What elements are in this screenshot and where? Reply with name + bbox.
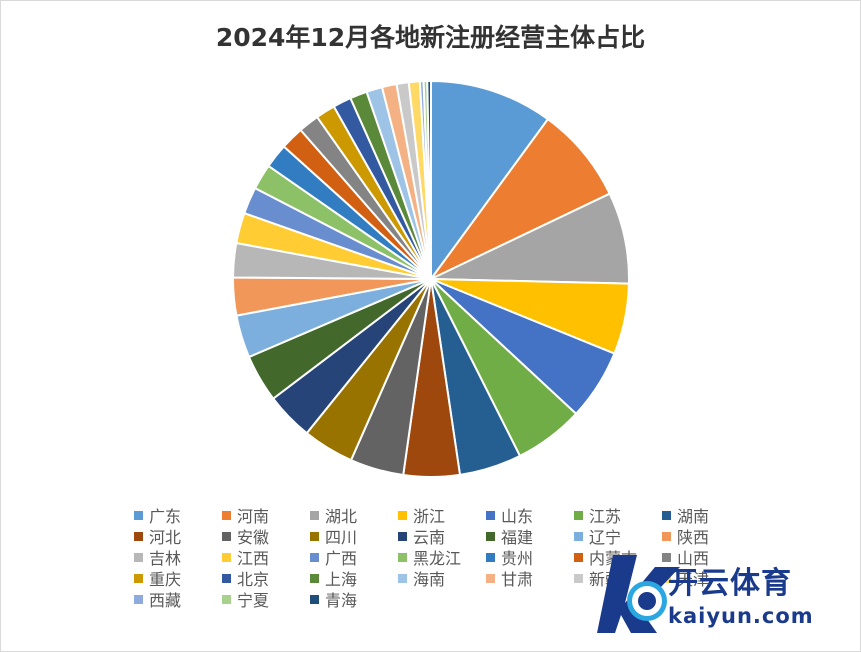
legend-swatch [398, 573, 407, 583]
legend-swatch [574, 510, 583, 520]
legend-swatch [574, 531, 583, 541]
watermark-brand: 开云体育 [668, 566, 792, 601]
legend-swatch [310, 573, 319, 583]
legend-label: 黑龙江 [413, 549, 462, 568]
legend-item: 青海 [310, 589, 358, 610]
legend-swatch [222, 552, 231, 562]
legend-swatch [574, 552, 583, 562]
legend-label: 云南 [413, 528, 446, 547]
legend-label: 四川 [325, 528, 358, 547]
legend-swatch [310, 531, 319, 541]
legend-swatch [662, 531, 671, 541]
legend-label: 辽宁 [589, 528, 622, 547]
legend-swatch [310, 552, 319, 562]
legend-label: 海南 [413, 570, 446, 589]
legend-label: 江西 [237, 549, 270, 568]
pie-slice-31 [426, 79, 432, 280]
legend-item: 上海 [310, 568, 358, 589]
pie-slice-1 [430, 79, 550, 283]
legend-item: 海南 [398, 568, 446, 589]
legend-item: 安徽 [222, 526, 270, 547]
legend-swatch [134, 573, 143, 583]
legend-item: 浙江 [398, 505, 446, 526]
legend-item: 宁夏 [222, 589, 270, 610]
legend-item: 重庆 [134, 568, 182, 589]
legend-swatch [398, 552, 407, 562]
legend-swatch [398, 531, 407, 541]
legend-item: 江苏 [574, 505, 622, 526]
legend-label: 河南 [237, 507, 270, 526]
legend-label: 广东 [149, 507, 182, 526]
legend-item: 山东 [486, 505, 534, 526]
legend-label: 山东 [501, 507, 534, 526]
legend-item: 贵州 [486, 547, 534, 568]
legend-swatch [486, 552, 495, 562]
brand-logo-icon [597, 555, 680, 633]
legend-label: 山西 [677, 549, 710, 568]
legend-label: 贵州 [501, 549, 534, 568]
legend-swatch [662, 510, 671, 520]
legend-swatch [486, 573, 495, 583]
legend-item: 湖南 [662, 505, 710, 526]
legend-label: 安徽 [237, 528, 270, 547]
legend-label: 福建 [501, 528, 534, 547]
legend-swatch [486, 531, 495, 541]
legend-label: 江苏 [589, 507, 622, 526]
legend-item: 江西 [222, 547, 270, 568]
legend-swatch [222, 531, 231, 541]
legend-swatch [134, 510, 143, 520]
pie-slice-2 [430, 117, 612, 280]
legend-label: 青海 [325, 591, 358, 610]
legend-item: 湖北 [310, 505, 358, 526]
legend-item: 山西 [662, 547, 710, 568]
legend-swatch [222, 573, 231, 583]
legend-item: 广东 [134, 505, 182, 526]
legend-label: 河北 [149, 528, 182, 547]
legend-label: 重庆 [149, 570, 182, 589]
legend-item: 广西 [310, 547, 358, 568]
legend-label: 湖北 [325, 507, 358, 526]
legend-label: 浙江 [413, 507, 446, 526]
chart-title: 2024年12月各地新注册经营主体占比 [215, 23, 646, 52]
legend-label: 广西 [325, 549, 358, 568]
legend-swatch [134, 594, 143, 604]
legend-swatch [134, 552, 143, 562]
legend-item: 福建 [486, 526, 534, 547]
legend-swatch [574, 573, 583, 583]
legend-label: 天津 [677, 570, 710, 589]
legend-label: 湖南 [677, 507, 710, 526]
legend-label: 宁夏 [237, 591, 270, 610]
legend-label: 西藏 [149, 591, 182, 610]
legend-label: 北京 [237, 570, 270, 589]
legend-item: 辽宁 [574, 526, 622, 547]
legend-item: 黑龙江 [398, 547, 462, 568]
legend-item: 甘肃 [486, 568, 534, 589]
legend-label: 甘肃 [501, 570, 534, 589]
legend-label: 吉林 [149, 549, 182, 568]
legend-item: 陕西 [662, 526, 710, 547]
watermark-url: kaiyun.com [668, 604, 814, 628]
legend-swatch [222, 510, 231, 520]
legend-item: 吉林 [134, 547, 182, 568]
legend-swatch [310, 510, 319, 520]
legend-item: 北京 [222, 568, 270, 589]
legend-swatch [310, 594, 319, 604]
legend-swatch [222, 594, 231, 604]
legend-swatch [662, 552, 671, 562]
legend-item: 四川 [310, 526, 358, 547]
legend-item: 河北 [134, 526, 182, 547]
legend-item: 云南 [398, 526, 446, 547]
legend-label: 陕西 [677, 528, 710, 547]
legend-label: 上海 [325, 570, 358, 589]
legend-swatch [398, 510, 407, 520]
legend-swatch [486, 510, 495, 520]
legend-item: 西藏 [134, 589, 182, 610]
legend-item: 河南 [222, 505, 270, 526]
legend-swatch [134, 531, 143, 541]
